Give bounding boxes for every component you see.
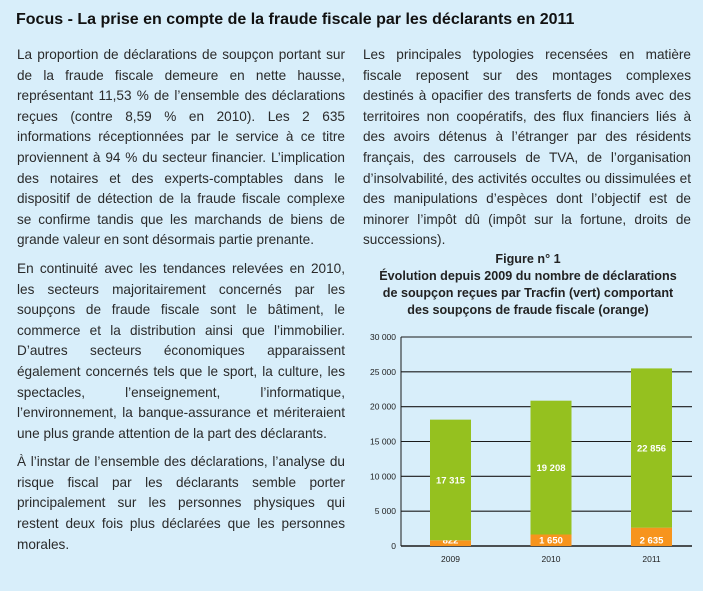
y-tick-label: 5 000: [375, 506, 397, 516]
figure-caption-line: des soupçons de fraude fiscale (orange): [407, 303, 649, 317]
figure-number: Figure n° 1: [495, 252, 561, 266]
data-label: 17 315: [436, 475, 466, 486]
bar-segment: [530, 534, 572, 546]
bar-segment: [631, 368, 672, 528]
data-label: 22 856: [637, 444, 666, 455]
y-tick-label: 30 000: [370, 332, 396, 342]
bar-segment: [530, 400, 572, 535]
paragraph: La proportion de déclarations de soupçon…: [17, 47, 345, 248]
bar-segment: [430, 419, 471, 541]
left-column: La proportion de déclarations de soupçon…: [17, 45, 345, 563]
y-tick-label: 0: [391, 541, 396, 551]
bar-segment: [631, 527, 672, 546]
paragraph: À l’instar de l’ensemble des déclaration…: [17, 454, 345, 552]
y-tick-label: 15 000: [370, 437, 396, 447]
y-tick-label: 25 000: [370, 367, 396, 377]
right-column: Les principales typologies recensées en …: [363, 45, 691, 259]
x-tick-label: 2010: [542, 554, 561, 564]
figure-caption-line: de soupçon reçues par Tracfin (vert) com…: [382, 286, 674, 300]
data-label: 19 208: [536, 463, 565, 474]
y-tick-label: 20 000: [370, 402, 396, 412]
data-label: 1 650: [539, 536, 563, 547]
data-label: 822: [443, 536, 459, 547]
data-label: 2 635: [640, 536, 664, 547]
bar-segment: [430, 540, 471, 546]
figure-caption-line: Évolution depuis 2009 du nombre de décla…: [379, 269, 677, 283]
x-tick-label: 2009: [441, 554, 460, 564]
page-title: Focus - La prise en compte de la fraude …: [16, 11, 575, 28]
paragraph: Les principales typologies recensées en …: [363, 47, 691, 248]
y-tick-label: 10 000: [370, 471, 396, 481]
paragraph: En continuité avec les tendances relevée…: [17, 260, 345, 441]
figure-title: Figure n° 1 Évolution depuis 2009 du nom…: [362, 251, 694, 319]
x-tick-label: 2011: [642, 554, 661, 564]
